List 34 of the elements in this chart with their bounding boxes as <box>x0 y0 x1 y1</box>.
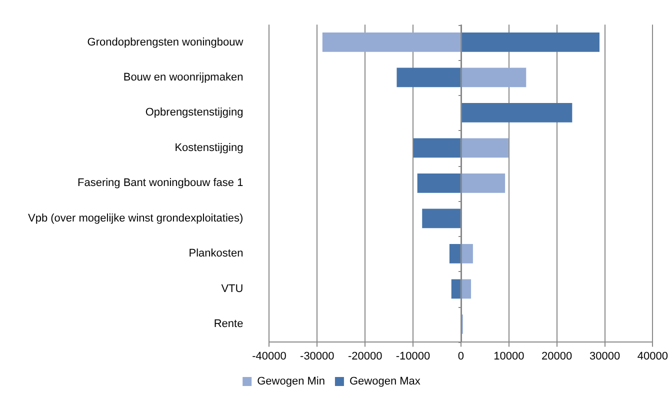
bar <box>414 138 460 158</box>
y-tick-label: Grondopbrengsten woningbouw <box>87 36 244 48</box>
x-tick-label: 40000 <box>637 350 668 362</box>
legend-label: Gewogen Min <box>257 376 325 388</box>
x-tick-label: 0 <box>458 350 464 362</box>
x-tick-label: 10000 <box>494 350 524 362</box>
x-tick-label: -20000 <box>348 350 382 362</box>
bar <box>461 244 473 264</box>
bar <box>461 32 600 52</box>
x-tick-label: -40000 <box>252 350 286 362</box>
legend-label: Gewogen Max <box>349 376 421 388</box>
y-tick-label: Rente <box>214 318 244 330</box>
y-tick-label: Plankosten <box>188 248 244 260</box>
y-tick-label: Bouw en woonrijpmaken <box>123 72 244 84</box>
x-tick-label: -30000 <box>300 350 334 362</box>
y-tick-label: Fasering Bant woningbouw fase 1 <box>77 177 244 190</box>
bar <box>449 244 460 264</box>
x-tick-label: 20000 <box>542 350 572 362</box>
bar <box>461 174 506 193</box>
bar <box>451 279 460 299</box>
bar <box>461 279 472 299</box>
bar <box>322 32 460 52</box>
bar <box>396 68 460 88</box>
x-tick-label: 30000 <box>589 350 620 362</box>
y-tick-label: VTU <box>221 282 244 295</box>
y-tick-label: Opbrengstenstijging <box>145 106 244 119</box>
y-tick-label: Kostenstijging <box>174 142 244 154</box>
bar <box>461 138 508 158</box>
bar <box>461 103 572 122</box>
bar <box>422 208 460 228</box>
bar <box>417 174 460 193</box>
x-tick-label: -10000 <box>396 350 430 362</box>
bar <box>461 68 526 88</box>
y-tick-label: Vpb (over mogelijke winst grondexploitaties) <box>28 212 244 224</box>
